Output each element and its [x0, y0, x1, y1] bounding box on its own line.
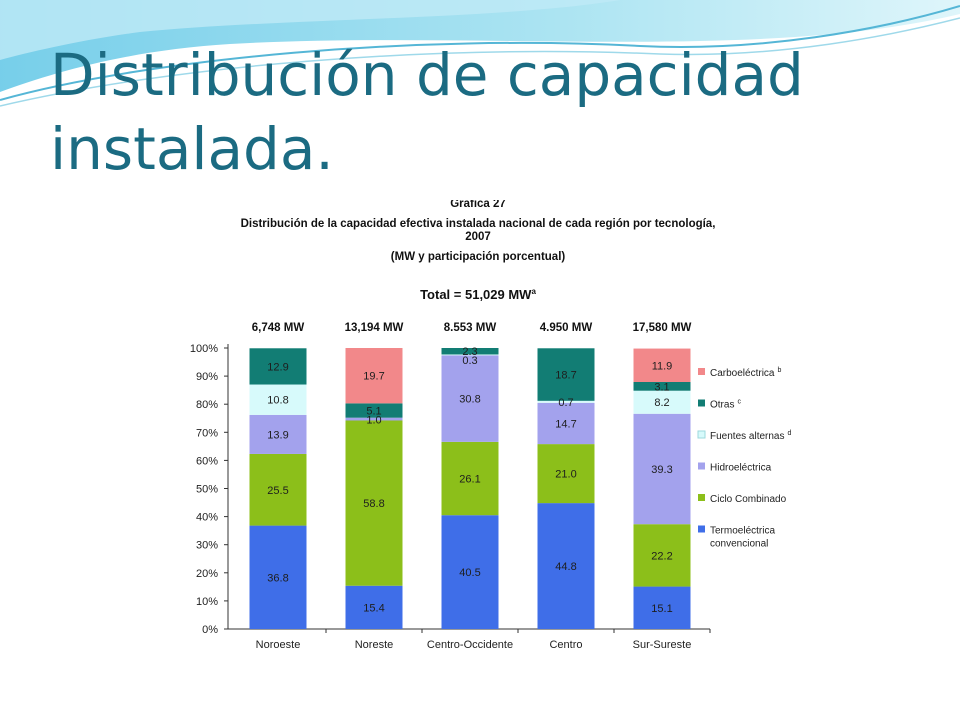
- data-label: 22.2: [651, 550, 672, 562]
- y-tick-label: 100%: [190, 343, 218, 355]
- data-label: 3.1: [654, 381, 669, 393]
- data-label: 11.9: [652, 360, 673, 372]
- plot-area: 0% 10% 20% 30% 40% 50% 60% 70% 80% 90% 100% Noroest…: [190, 322, 792, 651]
- y-tick-label: 60%: [196, 455, 218, 467]
- bar-total-label: 8.553 MW: [444, 322, 497, 334]
- y-tick-label: 30%: [196, 540, 218, 552]
- bar-segment: [633, 586, 691, 629]
- legend-swatch: [698, 494, 705, 501]
- legend-label: Ciclo Combinado: [710, 494, 787, 505]
- y-tick-label: 70%: [196, 427, 218, 439]
- x-tick-label: Noreste: [355, 639, 394, 651]
- data-label: 58.8: [363, 498, 384, 510]
- legend-swatch: [698, 368, 705, 375]
- bar-segment: [441, 354, 499, 356]
- data-label: 30.8: [459, 394, 480, 406]
- x-tick-label: Centro-Occidente: [427, 639, 513, 651]
- bar-segment: [345, 348, 403, 404]
- bar-segment: [537, 400, 595, 403]
- bar-segment: [633, 390, 691, 414]
- bar-segment: [345, 403, 403, 418]
- data-label: 10.8: [267, 395, 288, 407]
- y-tick-label: 90%: [196, 371, 218, 383]
- data-label: 1.0: [366, 415, 381, 427]
- bar-segment: [537, 503, 595, 629]
- data-label: 40.5: [459, 567, 480, 579]
- chart-caption: Gráfica 27: [450, 200, 506, 210]
- data-label: 39.3: [651, 464, 672, 476]
- header-wave-decoration: [0, 0, 960, 107]
- bar-segment: [441, 348, 499, 355]
- x-tick-label: Sur-Sureste: [633, 639, 692, 651]
- legend-swatch: [697, 430, 706, 439]
- data-label: 14.7: [555, 418, 576, 430]
- bar-segment: [441, 441, 499, 516]
- y-tick-label: 80%: [196, 399, 218, 411]
- legend-label: Termoeléctrica convencional: [710, 526, 775, 550]
- data-label: 12.9: [267, 361, 288, 373]
- y-tick-label: 10%: [196, 596, 218, 608]
- bar-segment: [537, 402, 595, 445]
- legend-swatch: [698, 462, 705, 470]
- bar-segment: [633, 382, 691, 391]
- bar-total-label: 6,748 MW: [252, 322, 305, 334]
- data-label: 13.9: [267, 429, 288, 441]
- data-label: 26.1: [459, 474, 480, 486]
- bar-segment: [633, 348, 691, 383]
- chart-subtitle: (MW y participación porcentual): [391, 251, 566, 263]
- stacked-bar-chart: Gráfica 27 Distribución de la capacidad …: [190, 200, 792, 651]
- y-tick-label: 40%: [196, 512, 218, 524]
- data-label: 25.5: [267, 485, 288, 497]
- y-tick-label: 50%: [196, 484, 218, 496]
- data-label: 0.3: [462, 355, 477, 367]
- chart-title-line1: Distribución de la capacidad efectiva in…: [241, 218, 716, 230]
- slide-title: Distribución de capacidad instalada.: [50, 41, 804, 183]
- legend-swatch: [698, 525, 705, 533]
- data-label: 19.7: [363, 371, 384, 383]
- bar-segment: [249, 348, 307, 385]
- legend-swatch: [698, 399, 705, 407]
- chart-total: Total = 51,029 MWa: [420, 287, 536, 302]
- x-tick-label: Noroeste: [256, 639, 301, 651]
- bar-segment: [633, 413, 691, 525]
- bar-segment: [633, 524, 691, 587]
- legend-label: Carboeléctrica b: [710, 367, 781, 379]
- data-label: 44.8: [555, 561, 576, 573]
- bar-total-label: 17,580 MW: [633, 322, 692, 334]
- data-label: 15.4: [363, 602, 384, 614]
- bar-total-label: 4.950 MW: [540, 322, 593, 334]
- y-tick-label: 20%: [196, 568, 218, 580]
- data-label: 21.0: [555, 469, 576, 481]
- chart-figure: Gráfica 27 Distribución de la capacidad …: [120, 200, 817, 665]
- bar-segment: [537, 444, 595, 504]
- legend-label: Otras c: [710, 399, 741, 411]
- bar-segment: [441, 355, 499, 442]
- bar-segment: [441, 515, 499, 629]
- data-label: 36.8: [267, 572, 288, 584]
- data-label: 5.1: [366, 406, 381, 418]
- bar-segment: [537, 348, 595, 401]
- bar-segment: [249, 525, 307, 629]
- bar-total-label: 13,194 MW: [345, 322, 404, 334]
- y-tick-label: 0%: [202, 624, 218, 636]
- legend-label: Hidroeléctrica: [710, 463, 772, 474]
- data-label: 0.7: [558, 397, 573, 409]
- bar-segment: [345, 585, 403, 629]
- bar-segment: [345, 420, 403, 586]
- bar-segment: [249, 453, 307, 526]
- legend-label: Fuentes alternas d: [710, 430, 792, 442]
- bar-segment: [249, 384, 307, 415]
- data-label: 8.2: [654, 397, 669, 409]
- bar-segment: [249, 414, 307, 454]
- data-label: 2.3: [462, 346, 477, 358]
- chart-title-line2: 2007: [465, 231, 491, 243]
- x-tick-label: Centro: [549, 639, 582, 651]
- bar-segment: [345, 417, 403, 421]
- data-label: 18.7: [555, 370, 576, 382]
- data-label: 15.1: [651, 603, 672, 615]
